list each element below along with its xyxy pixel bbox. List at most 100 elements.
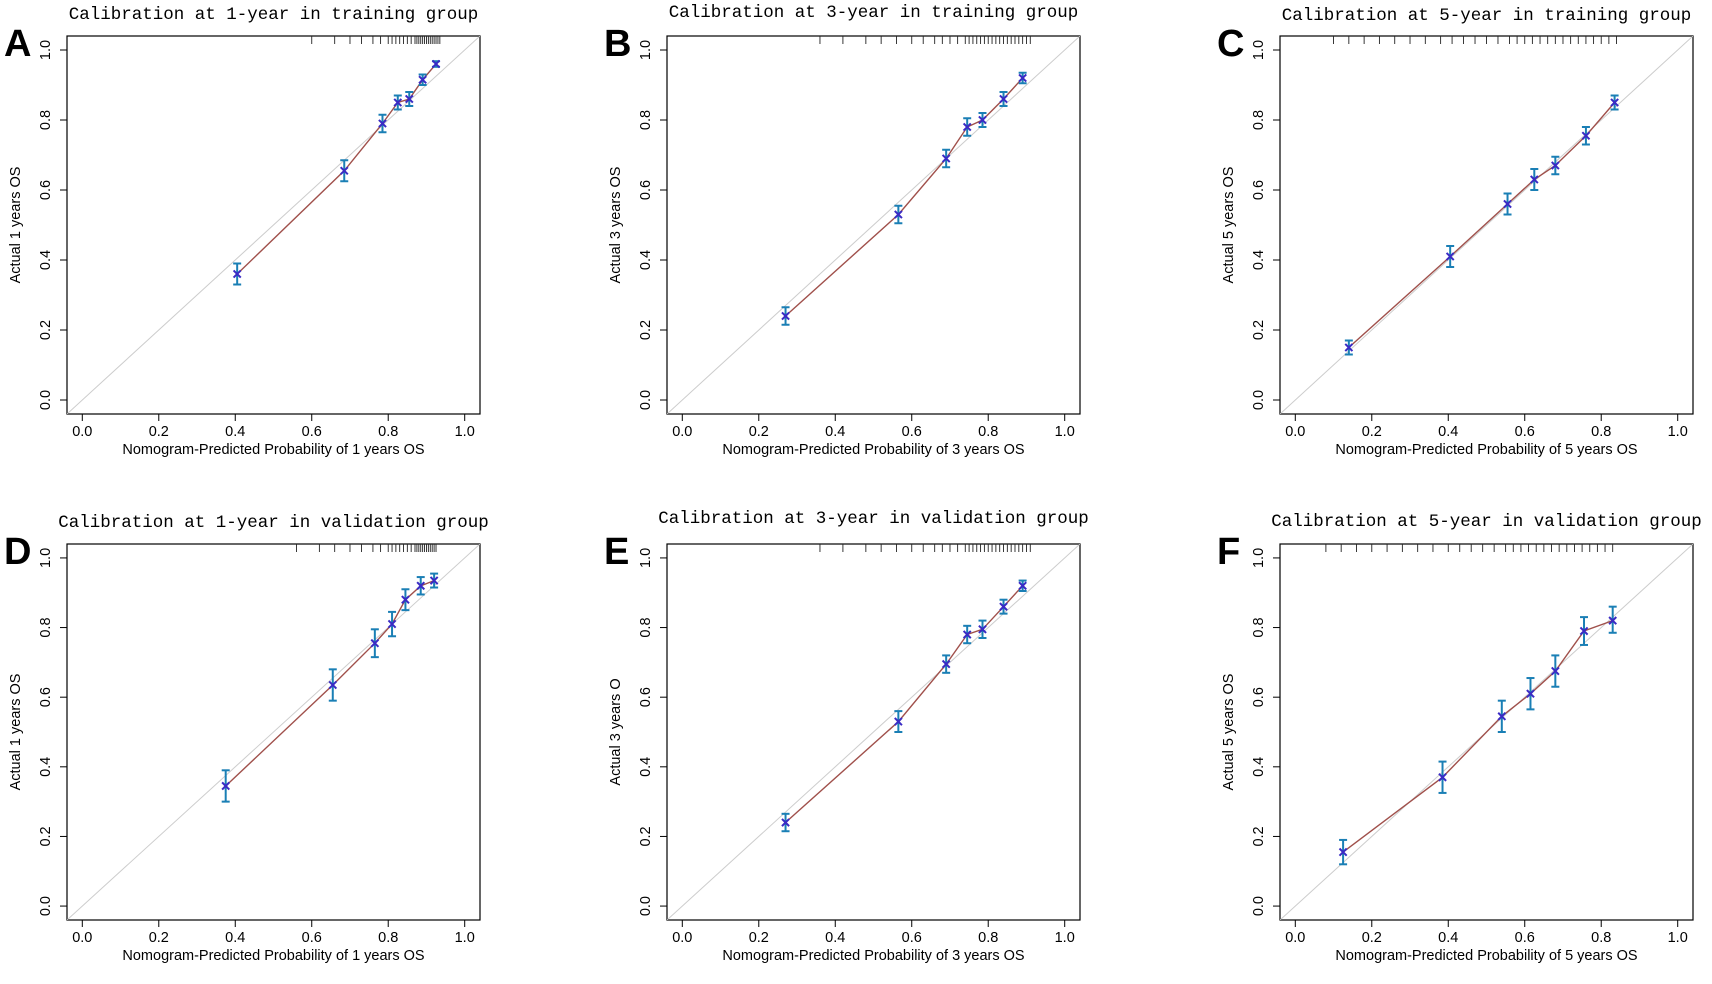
x-tick-label: 0.4: [225, 930, 245, 946]
data-point-stroke: [232, 269, 242, 279]
data-point: [941, 659, 951, 669]
data-point: [1018, 581, 1027, 591]
y-tick-label: 0.8: [38, 617, 54, 637]
y-tick-label: 1.0: [38, 548, 54, 568]
chart-title: Calibration at 5-year in validation grou…: [1271, 512, 1702, 532]
data-point-stroke: [1610, 98, 1619, 107]
y-tick-label: 0.8: [638, 110, 654, 130]
data-point: [429, 576, 439, 585]
data-point: [404, 94, 414, 104]
data-point: [232, 269, 242, 279]
calibration-panel-e: E Calibration at 3-year in validation gro…: [604, 509, 1089, 964]
data-point-stroke: [1526, 689, 1535, 699]
calibration-panel-a: A Calibration at 1-year in training group…: [4, 5, 481, 458]
x-axis-label: Nomogram-Predicted Probability of 3 year…: [722, 442, 1024, 458]
data-point: [328, 680, 338, 690]
x-tick-label: 0.2: [1362, 424, 1382, 440]
x-tick-label: 0.0: [672, 424, 692, 440]
data-point-stroke: [418, 75, 427, 85]
data-point-stroke: [1551, 161, 1560, 170]
y-tick-label: 1.0: [638, 40, 654, 60]
y-tick-label: 0.0: [1251, 390, 1267, 410]
y-tick-label: 0.8: [1251, 110, 1267, 130]
chart-title: Calibration at 1-year in training group: [69, 5, 479, 25]
data-point-stroke: [393, 98, 403, 107]
x-tick-label: 1.0: [1055, 424, 1075, 440]
x-tick-label: 1.0: [1668, 930, 1688, 946]
x-tick-label: 0.6: [1515, 930, 1535, 946]
data-point: [999, 602, 1008, 611]
calibration-panel-d: D Calibration at 1-year in validation gro…: [4, 513, 489, 964]
x-tick-label: 0.2: [1362, 930, 1382, 946]
x-tick-label: 0.2: [749, 424, 769, 440]
panel-letter: F: [1217, 531, 1240, 573]
data-point: [781, 311, 790, 321]
x-tick-label: 0.2: [149, 424, 169, 440]
data-point: [1610, 98, 1619, 107]
data-point-stroke: [1018, 73, 1027, 83]
y-tick-label: 0.8: [38, 110, 54, 130]
data-point-stroke: [339, 166, 349, 176]
y-tick-label: 0.6: [1251, 687, 1267, 707]
x-axis-label: Nomogram-Predicted Probability of 1 year…: [122, 442, 424, 458]
x-tick-label: 1.0: [455, 930, 475, 946]
data-point: [962, 630, 972, 639]
panel-letter: D: [4, 531, 31, 573]
data-point: [978, 624, 987, 634]
data-point: [1018, 73, 1027, 83]
x-tick-label: 0.0: [72, 930, 92, 946]
data-point: [339, 166, 349, 176]
x-tick-label: 0.4: [825, 424, 845, 440]
data-point: [1445, 252, 1455, 261]
ideal-line: [67, 36, 480, 414]
x-tick-label: 0.2: [149, 930, 169, 946]
y-tick-label: 0.8: [638, 617, 654, 637]
data-point: [1344, 343, 1354, 352]
x-tick-label: 0.8: [1591, 424, 1611, 440]
ideal-line: [667, 544, 1080, 920]
x-tick-label: 0.0: [1285, 930, 1305, 946]
data-point-stroke: [429, 576, 439, 585]
data-point-stroke: [1503, 199, 1512, 209]
data-point: [221, 781, 231, 791]
data-point: [781, 818, 790, 827]
data-point-stroke: [894, 717, 903, 726]
data-point-stroke: [1445, 252, 1455, 261]
x-tick-label: 0.8: [978, 424, 998, 440]
y-tick-label: 0.2: [38, 826, 54, 846]
data-point-stroke: [999, 94, 1008, 104]
data-point: [378, 119, 387, 128]
y-tick-label: 1.0: [1251, 40, 1267, 60]
data-point-stroke: [431, 59, 441, 69]
plot-frame: [666, 35, 1081, 415]
y-axis-label: Actual 5 years OS: [1221, 674, 1237, 791]
data-point: [1438, 772, 1447, 782]
x-axis-label: Nomogram-Predicted Probability of 1 year…: [122, 948, 424, 964]
data-point: [1551, 666, 1560, 676]
x-tick-label: 0.4: [225, 424, 245, 440]
ideal-line: [67, 544, 480, 920]
y-tick-label: 0.0: [638, 390, 654, 410]
plot-frame: [66, 543, 481, 921]
y-tick-label: 0.4: [638, 250, 654, 270]
data-point-stroke: [1529, 175, 1539, 184]
data-point-stroke: [387, 619, 397, 629]
y-tick-label: 0.2: [1251, 320, 1267, 340]
y-tick-label: 1.0: [1251, 548, 1267, 568]
x-tick-label: 0.8: [978, 930, 998, 946]
data-point-stroke: [962, 630, 972, 639]
x-tick-label: 0.4: [1438, 930, 1458, 946]
data-point-stroke: [1497, 712, 1507, 721]
x-tick-label: 0.2: [749, 930, 769, 946]
calibration-panel-b: B Calibration at 3-year in training group…: [604, 3, 1081, 458]
y-tick-label: 1.0: [38, 40, 54, 60]
x-tick-label: 0.6: [902, 424, 922, 440]
y-tick-label: 0.6: [638, 180, 654, 200]
data-point-stroke: [1551, 666, 1560, 676]
x-tick-label: 0.6: [1515, 424, 1535, 440]
data-point: [387, 619, 397, 629]
y-tick-label: 0.6: [1251, 180, 1267, 200]
calibration-line: [1342, 619, 1613, 853]
panel-letter: C: [1217, 23, 1244, 65]
